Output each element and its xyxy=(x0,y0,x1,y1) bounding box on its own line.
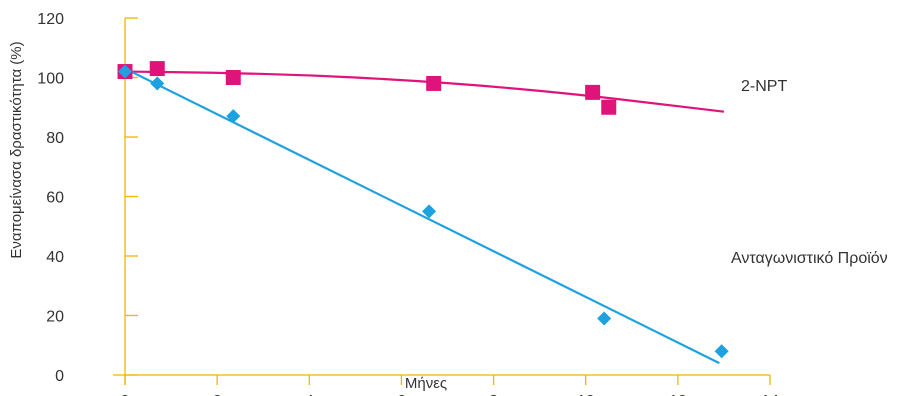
y-tick-label: 80 xyxy=(46,130,64,147)
trend-line-competitor xyxy=(124,67,720,365)
y-axis-title: Εναπομείνασα δραστικότητα (%) xyxy=(8,41,25,258)
square-marker xyxy=(149,61,165,77)
square-marker xyxy=(585,84,601,100)
series-labels: 2-NPT Ανταγωνιστικό Προϊόν xyxy=(731,78,888,267)
x-axis-title: Μήνες xyxy=(405,375,447,392)
diamond-marker xyxy=(597,311,612,326)
y-tick-label: 100 xyxy=(37,71,64,88)
x-tick-label: 6 xyxy=(397,393,406,396)
series-label-2npt: 2-NPT xyxy=(741,78,787,95)
series-label-competitor: Ανταγωνιστικό Προϊόν xyxy=(731,250,888,267)
square-marker xyxy=(601,99,617,115)
y-tick-label: 20 xyxy=(46,309,64,326)
x-tick-label: 8 xyxy=(489,393,498,396)
y-tick-label: 40 xyxy=(46,249,64,266)
trend-lines xyxy=(124,67,725,365)
x-tick-label: 12 xyxy=(669,393,687,396)
y-tick-label: 60 xyxy=(46,190,64,207)
x-tick-label: 2 xyxy=(213,393,222,396)
data-markers xyxy=(117,61,729,359)
diamond-marker xyxy=(118,64,132,79)
diamond-marker xyxy=(714,344,729,359)
x-tick-label: 0 xyxy=(121,393,130,396)
diamond-marker xyxy=(422,204,437,219)
x-tick-label: 14 xyxy=(761,393,779,396)
y-tick-label: 0 xyxy=(55,368,64,385)
trend-line-2npt xyxy=(124,70,725,113)
square-marker xyxy=(225,70,241,85)
x-tick-label: 4 xyxy=(305,393,314,396)
x-tick-label: 10 xyxy=(577,393,595,396)
square-marker xyxy=(426,75,442,91)
ticks: 0 20 40 60 80 100 120 0 2 4 6 8 10 12 14 xyxy=(37,11,779,396)
diamond-marker xyxy=(226,109,241,124)
axes xyxy=(113,18,770,385)
y-tick-label: 120 xyxy=(37,11,64,28)
diamond-marker xyxy=(150,76,165,91)
